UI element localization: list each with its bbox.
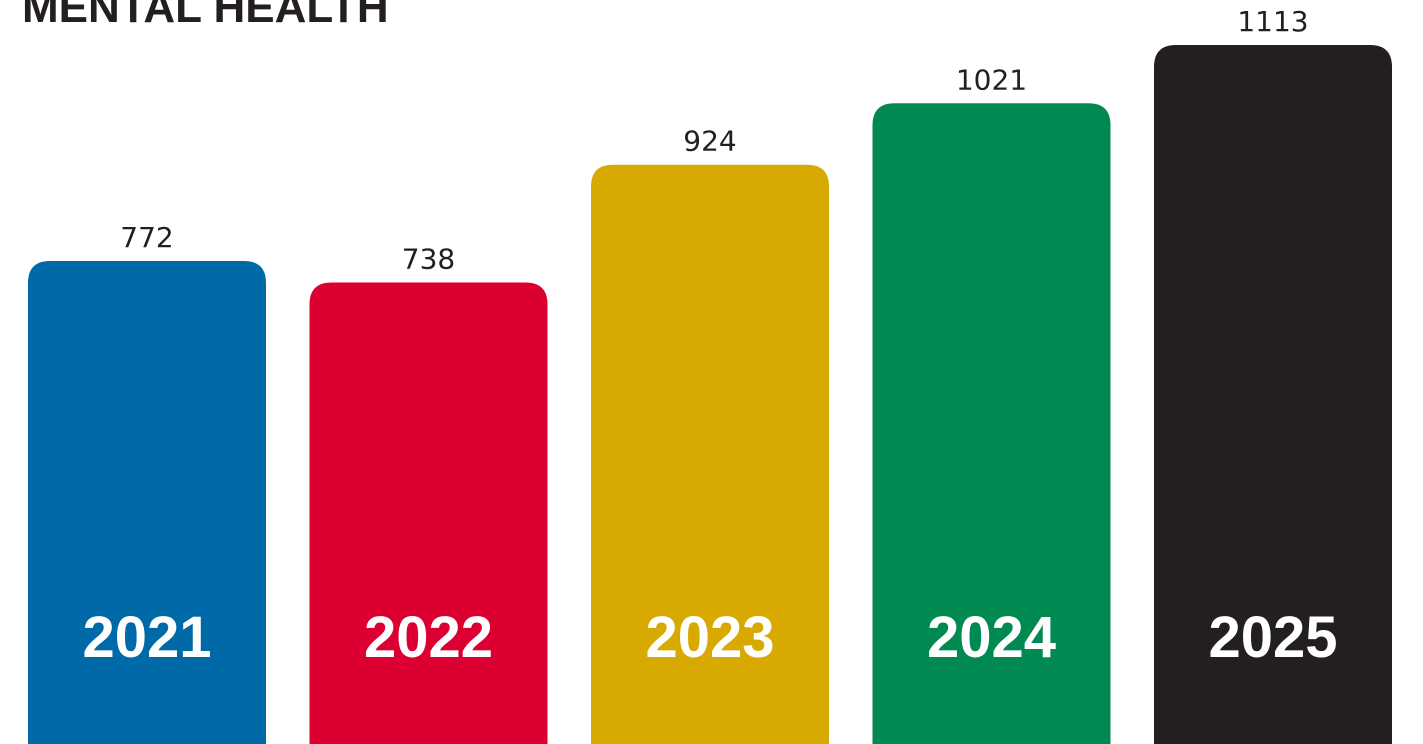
- bar: [28, 260, 266, 744]
- value-label: 772: [120, 221, 173, 254]
- value-label: 738: [402, 243, 455, 276]
- bar: [309, 282, 548, 744]
- bar: [872, 103, 1111, 744]
- category-label: 2025: [1208, 605, 1337, 670]
- value-label: 1021: [956, 63, 1027, 96]
- bar: [591, 164, 829, 744]
- category-label: 2024: [927, 605, 1056, 670]
- category-label: 2023: [645, 605, 774, 670]
- category-label: 2022: [364, 605, 493, 670]
- category-label: 2021: [82, 605, 211, 670]
- value-label: 924: [683, 125, 736, 158]
- chart-title: MENTAL HEALTH: [22, 0, 389, 32]
- value-label: 1113: [1237, 5, 1308, 38]
- bar: [1154, 45, 1392, 744]
